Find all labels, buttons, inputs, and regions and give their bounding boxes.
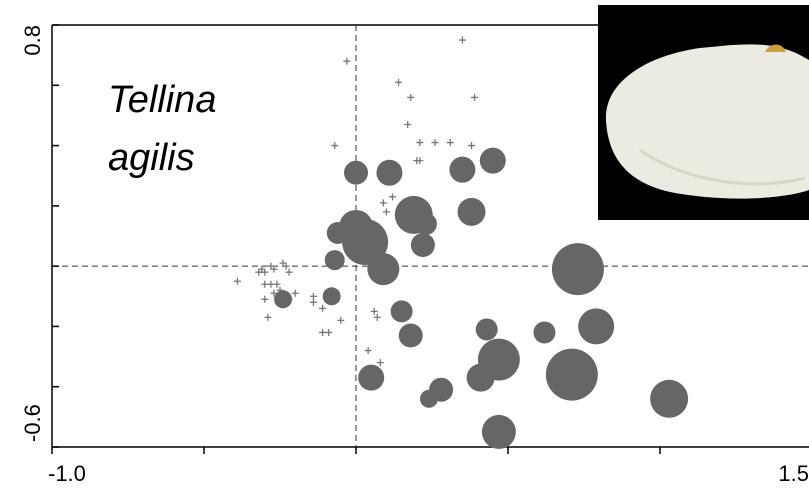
bubble <box>323 287 341 305</box>
bubble <box>546 349 598 401</box>
plus-marker <box>267 281 274 288</box>
plus-marker <box>374 314 381 321</box>
plus-marker <box>380 199 387 206</box>
page: {"chart_data": { "type": "scatter", "ann… <box>0 0 809 488</box>
plus-marker <box>416 139 423 146</box>
x-tick-label: -1.0 <box>48 461 86 486</box>
plus-marker <box>319 305 326 312</box>
bubble <box>367 253 399 285</box>
plus-marker <box>261 281 268 288</box>
bubble <box>482 415 516 449</box>
bubble <box>376 160 402 186</box>
plus-marker <box>395 79 402 86</box>
bubble <box>458 198 486 226</box>
plus-marker <box>383 208 390 215</box>
plus-marker <box>310 293 317 300</box>
plus-marker <box>234 278 241 285</box>
bubble <box>476 318 498 340</box>
plus-marker <box>261 296 268 303</box>
bubble <box>411 233 435 257</box>
bubble <box>480 148 506 174</box>
plus-marker <box>319 329 326 336</box>
bubble <box>399 323 423 347</box>
plus-marker <box>286 269 293 276</box>
bubble <box>274 290 292 308</box>
plus-marker <box>264 314 271 321</box>
plus-marker <box>365 347 372 354</box>
plus-marker <box>371 308 378 315</box>
bubble <box>552 243 604 295</box>
bubble <box>325 250 345 270</box>
bubble <box>650 380 688 418</box>
annotation: agilis <box>108 137 195 179</box>
bubble <box>358 365 384 391</box>
y-tick-label: 0.8 <box>20 25 45 56</box>
plus-marker <box>404 121 411 128</box>
plus-marker <box>292 290 299 297</box>
plus-marker <box>343 58 350 65</box>
bubble <box>344 161 368 185</box>
y-tick-label: -0.6 <box>20 404 45 442</box>
bubble <box>467 364 495 392</box>
plus-marker <box>310 299 317 306</box>
plus-marker <box>468 142 475 149</box>
bubble <box>533 321 555 343</box>
plus-marker <box>337 317 344 324</box>
plus-marker <box>432 139 439 146</box>
plus-marker <box>331 142 338 149</box>
plus-marker <box>459 37 466 44</box>
plus-marker <box>389 193 396 200</box>
bubble <box>391 300 413 322</box>
plus-marker <box>407 94 414 101</box>
bubble <box>449 157 475 183</box>
plus-marker <box>447 139 454 146</box>
bubble <box>420 390 438 408</box>
plus-marker <box>377 359 384 366</box>
bubble <box>578 308 614 344</box>
inset-photo <box>598 5 809 220</box>
annotation: Tellina <box>108 79 216 121</box>
plus-marker <box>471 94 478 101</box>
x-tick-label: 1.5 <box>778 461 809 486</box>
chart: 0.8 -0.6-1.0 1.5 Tellina agilis <box>0 0 809 488</box>
bubble <box>415 213 437 235</box>
plus-marker <box>325 329 332 336</box>
plus-marker <box>273 281 280 288</box>
